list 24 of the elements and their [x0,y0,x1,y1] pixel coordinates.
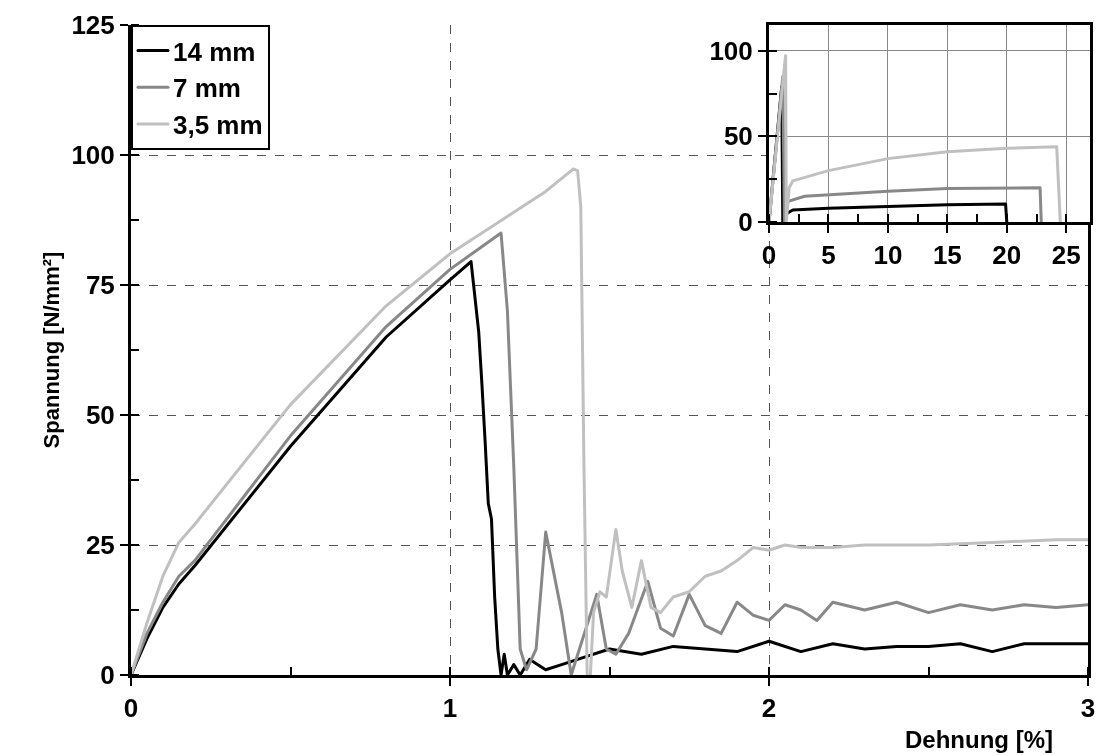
x-tick-label: 25 [1051,240,1081,271]
y-tick-label: 75 [85,270,115,301]
y-tick-label: 100 [71,140,115,171]
x-tick-label: 0 [761,240,777,271]
x-tick-label: 15 [932,240,962,271]
x-tick-label: 1 [442,693,458,724]
y-tick-label: 50 [85,400,115,431]
x-axis-title: Dehnung [%] [905,726,1053,753]
x-tick-label: 5 [821,240,836,271]
x-tick-label: 3 [1080,693,1096,724]
y-axis-title: Spannung [N/mm²] [39,251,65,449]
legend-label: 3,5 mm [173,110,263,141]
x-tick-label: 20 [992,240,1022,271]
y-tick-label: 0 [100,660,115,691]
y-tick-label: 25 [85,530,115,561]
x-tick-label: 0 [123,693,139,724]
y-tick-label: 50 [723,121,753,152]
legend-label: 7 mm [173,73,241,104]
legend-label: 14 mm [173,36,256,67]
y-tick-label: 125 [71,10,115,41]
y-tick-label: 0 [738,207,753,238]
x-tick-label: 2 [761,693,777,724]
y-tick-label: 100 [709,35,753,66]
x-tick-label: 10 [873,240,903,271]
